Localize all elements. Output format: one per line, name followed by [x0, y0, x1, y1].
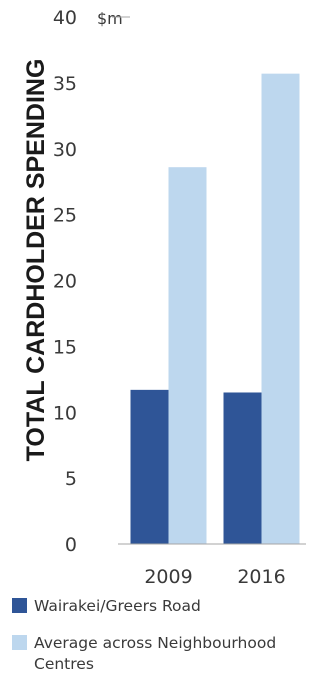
- y-tick-label: 25: [53, 205, 77, 227]
- bars: [130, 73, 300, 544]
- y-tick-label: 0: [65, 534, 77, 556]
- y-axis-ticks: 0 5 10 15 20 25 30 35 40: [53, 7, 77, 556]
- legend-label-series-2: Centres: [34, 655, 94, 673]
- y-axis-unit: $m: [97, 9, 123, 28]
- legend-swatch-series-1: [12, 598, 27, 613]
- y-tick-label: 10: [53, 402, 77, 424]
- y-tick-label: 30: [53, 139, 77, 161]
- y-tick-label: 5: [65, 468, 77, 490]
- y-tick-label: 15: [53, 336, 77, 358]
- legend: Wairakei/Greers Road Average across Neigh…: [12, 597, 276, 673]
- y-tick-label: 40: [53, 7, 77, 29]
- x-tick-label: 2016: [237, 566, 285, 588]
- y-tick-label: 35: [53, 73, 77, 95]
- x-tick-label: 2009: [144, 566, 192, 588]
- y-tick-label: 20: [53, 271, 77, 293]
- bar-2009-series-2: [168, 167, 207, 544]
- bar-2016-series-2: [261, 73, 300, 544]
- y-axis-label: TOTAL CARDHOLDER SPENDING: [22, 59, 50, 462]
- legend-swatch-series-2: [12, 635, 27, 650]
- legend-label-series-2: Average across Neighbourhood: [34, 634, 276, 652]
- legend-label-series-1: Wairakei/Greers Road: [34, 597, 201, 615]
- bar-2016-series-1: [223, 392, 262, 544]
- bar-2009-series-1: [130, 389, 169, 544]
- x-axis-labels: 2009 2016: [144, 566, 285, 588]
